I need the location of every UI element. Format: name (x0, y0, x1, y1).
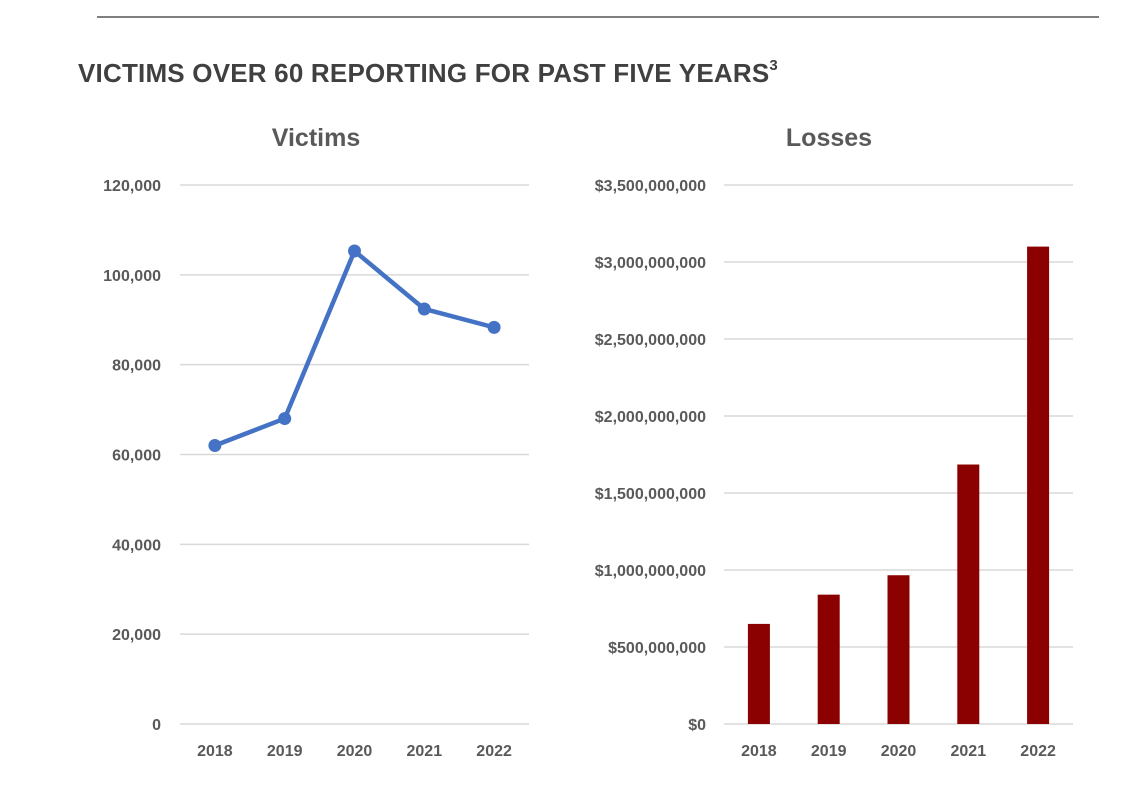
bar-2019 (817, 594, 840, 724)
x-tick-label: 2022 (1020, 743, 1056, 760)
y-tick-label: 100,000 (103, 268, 161, 285)
y-tick-label: $3,000,000,000 (595, 255, 706, 272)
x-tick-label: 2019 (811, 743, 847, 760)
y-tick-label: $1,000,000,000 (595, 563, 706, 580)
chart-title-victims: Victims (272, 124, 360, 152)
y-tick-label: $0 (688, 717, 706, 734)
top-rule (97, 16, 1099, 18)
y-tick-label: 120,000 (103, 178, 161, 195)
y-tick-label: $1,500,000,000 (595, 486, 706, 503)
y-tick-label: $2,500,000,000 (595, 332, 706, 349)
x-tick-label: 2020 (881, 743, 917, 760)
data-point-2021 (417, 302, 431, 316)
bar-2018 (747, 623, 770, 724)
data-point-2019 (278, 412, 292, 426)
bar-2020 (887, 575, 910, 724)
y-tick-label: 80,000 (112, 358, 161, 375)
y-tick-label: 20,000 (112, 627, 161, 644)
data-point-2020 (348, 244, 361, 258)
chart-title-losses: Losses (786, 124, 872, 152)
x-tick-label: 2020 (337, 743, 373, 760)
victims-chart: Victims 0 20,000 40,000 60,000 80,000 100,000 1… (103, 124, 529, 760)
x-tick-label: 2021 (951, 743, 987, 760)
y-tick-label: $500,000,000 (608, 640, 706, 657)
bar-2022 (1027, 246, 1050, 724)
y-tick-label: 0 (152, 717, 161, 734)
footnote-marker: 3 (769, 57, 778, 75)
x-tick-label: 2021 (407, 743, 443, 760)
x-tick-label: 2018 (741, 743, 777, 760)
y-tick-label: $3,500,000,000 (595, 178, 706, 195)
x-tick-label: 2019 (267, 743, 303, 760)
y-tick-label: 60,000 (112, 448, 161, 465)
y-tick-label: $2,000,000,000 (595, 409, 706, 426)
page-title: VICTIMS OVER 60 REPORTING FOR PAST FIVE … (78, 57, 778, 89)
page-title-text: VICTIMS OVER 60 REPORTING FOR PAST FIVE … (78, 58, 770, 88)
data-point-2022 (487, 320, 501, 334)
x-tick-label: 2022 (476, 743, 512, 760)
x-tick-label: 2018 (197, 743, 233, 760)
y-tick-label: 40,000 (112, 537, 161, 554)
bar-2021 (957, 464, 980, 724)
data-point-2018 (208, 439, 222, 453)
